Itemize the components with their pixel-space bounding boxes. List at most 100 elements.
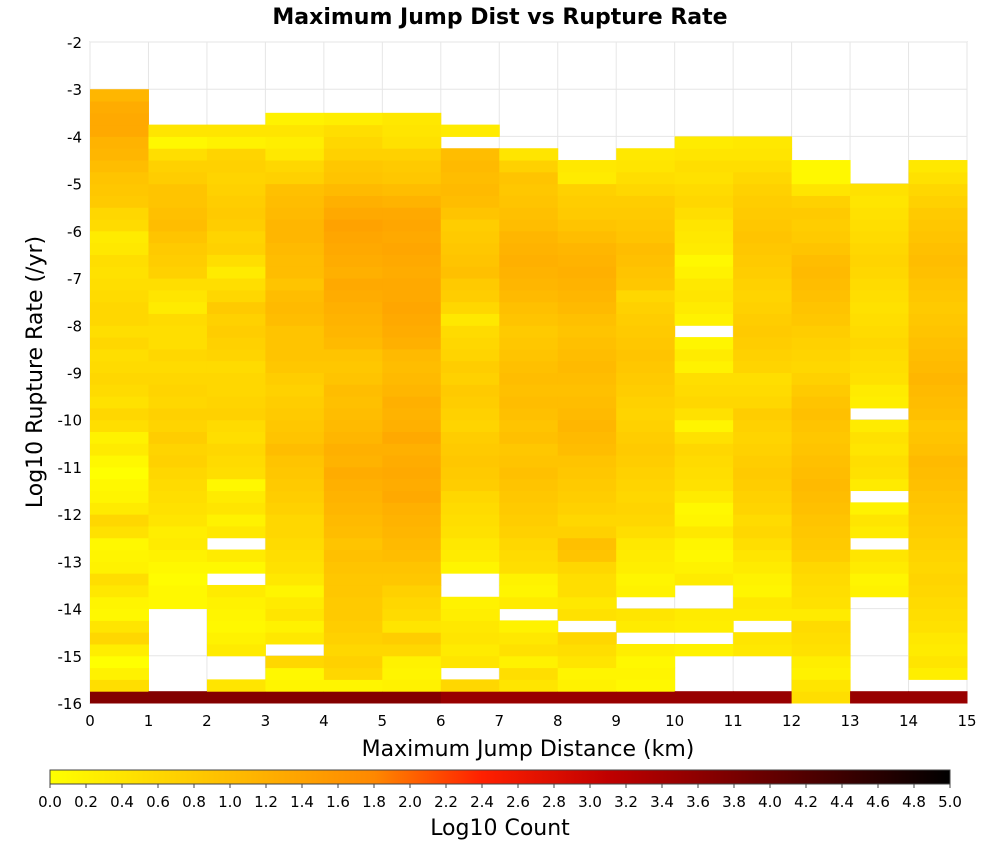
heatmap-cell — [557, 573, 617, 586]
heatmap-cell — [850, 549, 910, 562]
x-tick-label: 7 — [494, 712, 504, 730]
heatmap-cell — [791, 691, 851, 704]
heatmap-cell — [674, 443, 734, 456]
heatmap-cell — [908, 337, 968, 350]
heatmap-cell — [440, 384, 500, 397]
heatmap-cell — [206, 278, 266, 291]
colorbar-tick-label: 0.6 — [146, 793, 170, 811]
heatmap-cell — [382, 195, 442, 208]
heatmap-cell — [323, 573, 383, 586]
heatmap-cell — [90, 171, 149, 185]
heatmap-cell — [499, 396, 559, 409]
heatmap-cell — [791, 620, 851, 633]
heatmap-cell — [733, 313, 793, 326]
heatmap-cell — [791, 360, 851, 373]
heatmap-cell — [440, 396, 500, 409]
heatmap-cell — [440, 525, 500, 539]
heatmap-cell — [733, 561, 793, 574]
heatmap-cell — [323, 325, 383, 338]
heatmap-cell — [557, 372, 617, 385]
heatmap-cell — [908, 289, 968, 303]
heatmap-cell — [90, 254, 149, 267]
heatmap-cell — [850, 183, 910, 196]
heatmap-cell — [850, 242, 910, 255]
colorbar-tick-label: 3.0 — [578, 793, 602, 811]
colorbar-tick-label: 5.0 — [938, 793, 962, 811]
heatmap-cell — [265, 171, 325, 185]
colorbar-tick-label: 2.6 — [506, 793, 530, 811]
heatmap-cell — [323, 219, 383, 232]
heatmap-cell — [616, 655, 676, 669]
heatmap-cell — [440, 242, 500, 255]
heatmap-cell — [908, 608, 968, 621]
heatmap-cell — [440, 643, 500, 657]
heatmap-cell — [850, 431, 910, 444]
heatmap-cell — [323, 549, 383, 562]
heatmap-cell — [733, 148, 793, 161]
heatmap-cell — [148, 219, 208, 232]
heatmap-cell — [908, 573, 968, 586]
heatmap-cell — [791, 396, 851, 409]
heatmap-cell — [323, 207, 383, 220]
heatmap-cell — [674, 384, 734, 397]
heatmap-cell — [90, 230, 149, 244]
heatmap-cell — [148, 443, 208, 456]
heatmap-cell — [148, 549, 208, 562]
heatmap-cell — [440, 337, 500, 350]
heatmap-cell — [616, 230, 676, 244]
heatmap-cell — [674, 337, 734, 350]
heatmap-cell — [206, 407, 266, 421]
heatmap-cell — [733, 608, 793, 621]
heatmap-cell — [733, 348, 793, 362]
heatmap-cell — [791, 266, 851, 279]
heatmap-cell — [440, 183, 500, 196]
heatmap-cell — [148, 301, 208, 314]
heatmap-cell — [323, 301, 383, 314]
heatmap-cell — [616, 313, 676, 326]
heatmap-cell — [850, 360, 910, 373]
heatmap-cell — [499, 502, 559, 515]
heatmap-cell — [440, 289, 500, 303]
heatmap-cell — [323, 431, 383, 444]
heatmap-cell — [440, 431, 500, 444]
heatmap-cell — [382, 573, 442, 586]
heatmap-cell — [674, 301, 734, 314]
heatmap-cell — [908, 561, 968, 574]
heatmap-cell — [557, 561, 617, 574]
heatmap-cell — [791, 419, 851, 433]
heatmap-cell — [850, 691, 910, 704]
heatmap-cell — [499, 561, 559, 574]
heatmap-cell — [265, 337, 325, 350]
heatmap-cell — [557, 171, 617, 185]
heatmap-cell — [440, 679, 500, 692]
heatmap-cell — [733, 691, 793, 704]
heatmap-cell — [265, 549, 325, 562]
heatmap-cell — [265, 136, 325, 149]
heatmap-cell — [674, 537, 734, 551]
heatmap-cell — [557, 230, 617, 244]
heatmap-cell — [791, 278, 851, 291]
heatmap-cell — [850, 419, 910, 433]
chart-title: Maximum Jump Dist vs Rupture Rate — [272, 5, 727, 30]
heatmap-cell — [323, 490, 383, 503]
heatmap-cell — [382, 443, 442, 456]
heatmap-cell — [908, 207, 968, 220]
heatmap-cell — [557, 584, 617, 598]
heatmap-cell — [908, 584, 968, 598]
heatmap-cell — [733, 573, 793, 586]
heatmap-cell — [440, 219, 500, 232]
y-tick-label: -5 — [67, 176, 82, 194]
heatmap-cell — [382, 396, 442, 409]
heatmap-cell — [674, 207, 734, 220]
heatmap-cell — [323, 561, 383, 574]
heatmap-cell — [90, 289, 149, 303]
colorbar-tick-label: 4.0 — [758, 793, 782, 811]
heatmap-cell — [90, 372, 149, 385]
heatmap-cell — [674, 148, 734, 161]
heatmap-cell — [791, 502, 851, 515]
heatmap-cell — [791, 325, 851, 338]
heatmap-cell — [382, 514, 442, 527]
x-tick-label: 0 — [85, 712, 95, 730]
heatmap-cell — [148, 372, 208, 385]
heatmap-cell — [733, 301, 793, 314]
